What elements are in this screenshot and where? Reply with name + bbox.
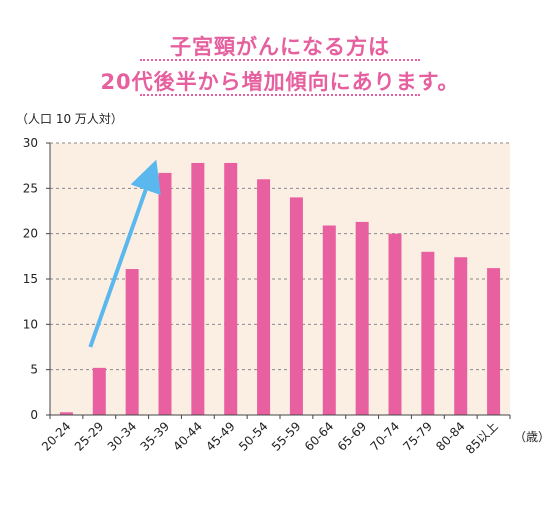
bar-40-44 (191, 162, 205, 415)
bar-30-34 (125, 269, 139, 415)
bar-45-49 (224, 162, 238, 415)
x-tick-label: 20-24 (39, 419, 74, 454)
axes (46, 142, 511, 419)
x-tick-label: 70-74 (368, 419, 403, 454)
bar-75-79 (421, 251, 435, 415)
bar-25-29 (92, 367, 106, 415)
x-tick-label: 85以上 (463, 419, 501, 457)
y-axis-label: （人口 10 万人対） (16, 112, 123, 126)
x-tick-label: 50-54 (236, 419, 271, 454)
y-tick-label: 30 (23, 136, 38, 150)
x-tick-label: 40-44 (170, 419, 205, 454)
x-tick-label: 30-34 (105, 419, 140, 454)
chart-title-line-2: 20代後半から増加傾向にあります。 (100, 70, 460, 94)
trend-arrow (88, 159, 161, 348)
x-tick-label: 25-29 (72, 419, 107, 454)
bars (59, 162, 501, 415)
x-tick-label: 55-59 (269, 419, 304, 454)
title-underline-1 (140, 59, 420, 61)
y-tick-label: 5 (30, 363, 38, 377)
y-tick-label: 15 (23, 272, 38, 286)
x-tick-label: 45-49 (203, 419, 238, 454)
bar-70-74 (388, 233, 402, 415)
x-tick-label: 75-79 (400, 419, 435, 454)
y-tick-label: 10 (23, 317, 38, 331)
x-tick-label: 35-39 (138, 419, 173, 454)
title-underline-2 (140, 94, 420, 96)
bar-35-39 (158, 172, 172, 415)
bar-65-69 (355, 221, 369, 415)
x-tick-label: 80-84 (433, 419, 468, 454)
y-tick-label: 0 (30, 408, 38, 422)
bar-60-64 (322, 225, 336, 415)
bar-50-54 (257, 179, 271, 415)
x-tick-label: 65-69 (335, 419, 370, 454)
y-tick-labels: 0 5 10 15 20 25 30 (23, 136, 38, 422)
bar-20-24 (59, 412, 73, 415)
gridlines (50, 142, 510, 371)
annotation (88, 159, 161, 348)
y-tick-label: 25 (23, 181, 38, 195)
chart-title-line-1: 子宮頸がんになる方は (170, 35, 390, 59)
x-tick-label: 60-64 (302, 419, 337, 454)
bar-55-59 (289, 197, 303, 415)
bar-85以上 (487, 268, 501, 415)
x-axis-unit: （歳） (514, 430, 551, 444)
bar-80-84 (454, 257, 468, 415)
y-tick-label: 20 (23, 227, 38, 241)
x-tick-labels: 20-2425-2930-3435-3940-4445-4950-5455-59… (39, 419, 501, 457)
